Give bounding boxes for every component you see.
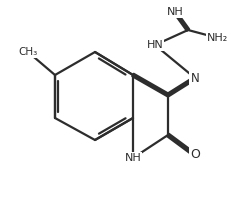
Text: NH: NH — [125, 153, 141, 163]
Text: O: O — [190, 149, 200, 162]
Text: HN: HN — [147, 40, 163, 50]
Text: NH₂: NH₂ — [207, 33, 229, 43]
Text: CH₃: CH₃ — [18, 47, 38, 57]
Text: N: N — [191, 71, 199, 84]
Text: NH: NH — [167, 7, 183, 17]
